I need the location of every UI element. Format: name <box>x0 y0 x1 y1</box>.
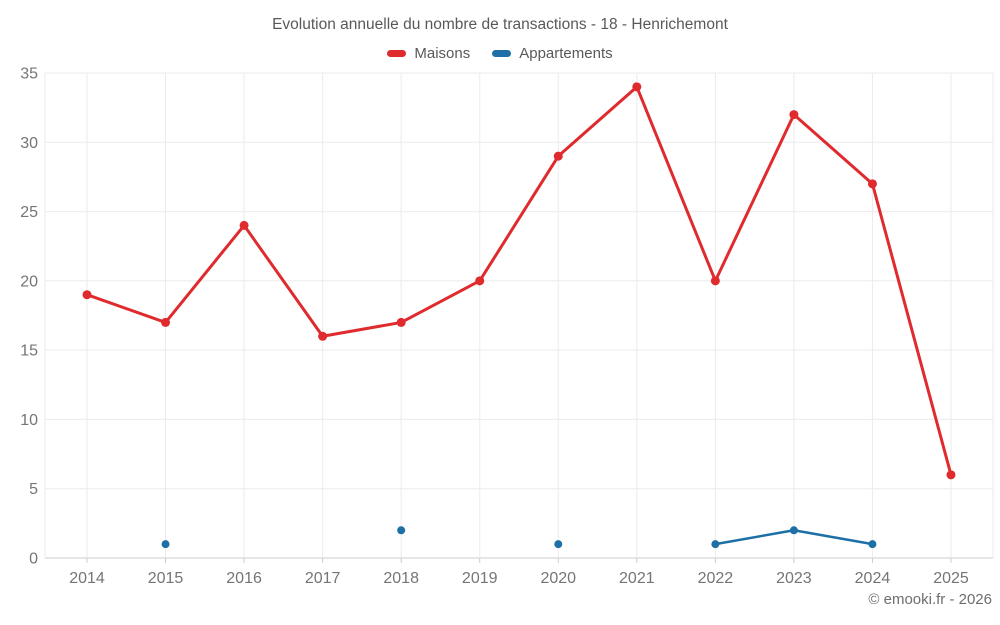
data-point-maisons[interactable] <box>946 470 956 480</box>
x-tick-label: 2020 <box>540 570 576 587</box>
x-tick-label: 2015 <box>148 570 184 587</box>
data-point-maisons[interactable] <box>161 317 171 327</box>
x-tick-label: 2017 <box>305 570 341 587</box>
y-tick-label: 5 <box>29 481 38 498</box>
legend-label-maisons: Maisons <box>414 45 471 62</box>
x-tick-label: 2014 <box>69 570 105 587</box>
data-point-maisons[interactable] <box>396 317 406 327</box>
data-point-maisons[interactable] <box>239 220 249 230</box>
data-point-appartements[interactable] <box>161 540 170 549</box>
legend-label-appartements: Appartements <box>519 45 613 62</box>
data-point-appartements[interactable] <box>554 540 563 549</box>
legend: Maisons Appartements <box>0 45 1000 62</box>
y-tick-label: 25 <box>20 204 38 221</box>
y-tick-label: 0 <box>29 551 38 568</box>
x-tick-label: 2024 <box>855 570 891 587</box>
x-tick-label: 2018 <box>383 570 419 587</box>
data-point-appartements[interactable] <box>397 526 406 535</box>
data-point-maisons[interactable] <box>710 276 720 286</box>
x-tick-label: 2025 <box>933 570 969 587</box>
y-tick-label: 30 <box>20 135 38 152</box>
data-point-maisons[interactable] <box>867 179 877 189</box>
data-point-appartements[interactable] <box>789 526 798 535</box>
y-tick-label: 20 <box>20 273 38 290</box>
y-tick-label: 35 <box>20 66 38 83</box>
x-tick-label: 2019 <box>462 570 498 587</box>
series-line-maisons <box>85 85 953 477</box>
legend-item-appartements[interactable]: Appartements <box>492 45 613 62</box>
data-point-maisons[interactable] <box>318 331 328 341</box>
x-tick-label: 2023 <box>776 570 812 587</box>
y-tick-label: 10 <box>20 412 38 429</box>
legend-item-maisons[interactable]: Maisons <box>387 45 470 62</box>
legend-swatch-appartements-icon <box>492 50 512 57</box>
y-tick-label: 15 <box>20 343 38 360</box>
data-point-maisons[interactable] <box>632 82 642 92</box>
data-point-maisons[interactable] <box>789 110 799 120</box>
data-point-maisons[interactable] <box>553 151 563 161</box>
x-tick-label: 2016 <box>226 570 262 587</box>
data-point-appartements[interactable] <box>711 540 720 549</box>
x-tick-label: 2021 <box>619 570 655 587</box>
data-point-maisons[interactable] <box>82 290 92 300</box>
chart-title: Evolution annuelle du nombre de transact… <box>272 16 728 33</box>
data-point-maisons[interactable] <box>475 276 485 286</box>
data-point-appartements[interactable] <box>868 540 877 549</box>
legend-swatch-maisons-icon <box>387 50 407 57</box>
x-tick-label: 2022 <box>698 570 734 587</box>
copyright-text: © emooki.fr - 2026 <box>868 591 992 608</box>
